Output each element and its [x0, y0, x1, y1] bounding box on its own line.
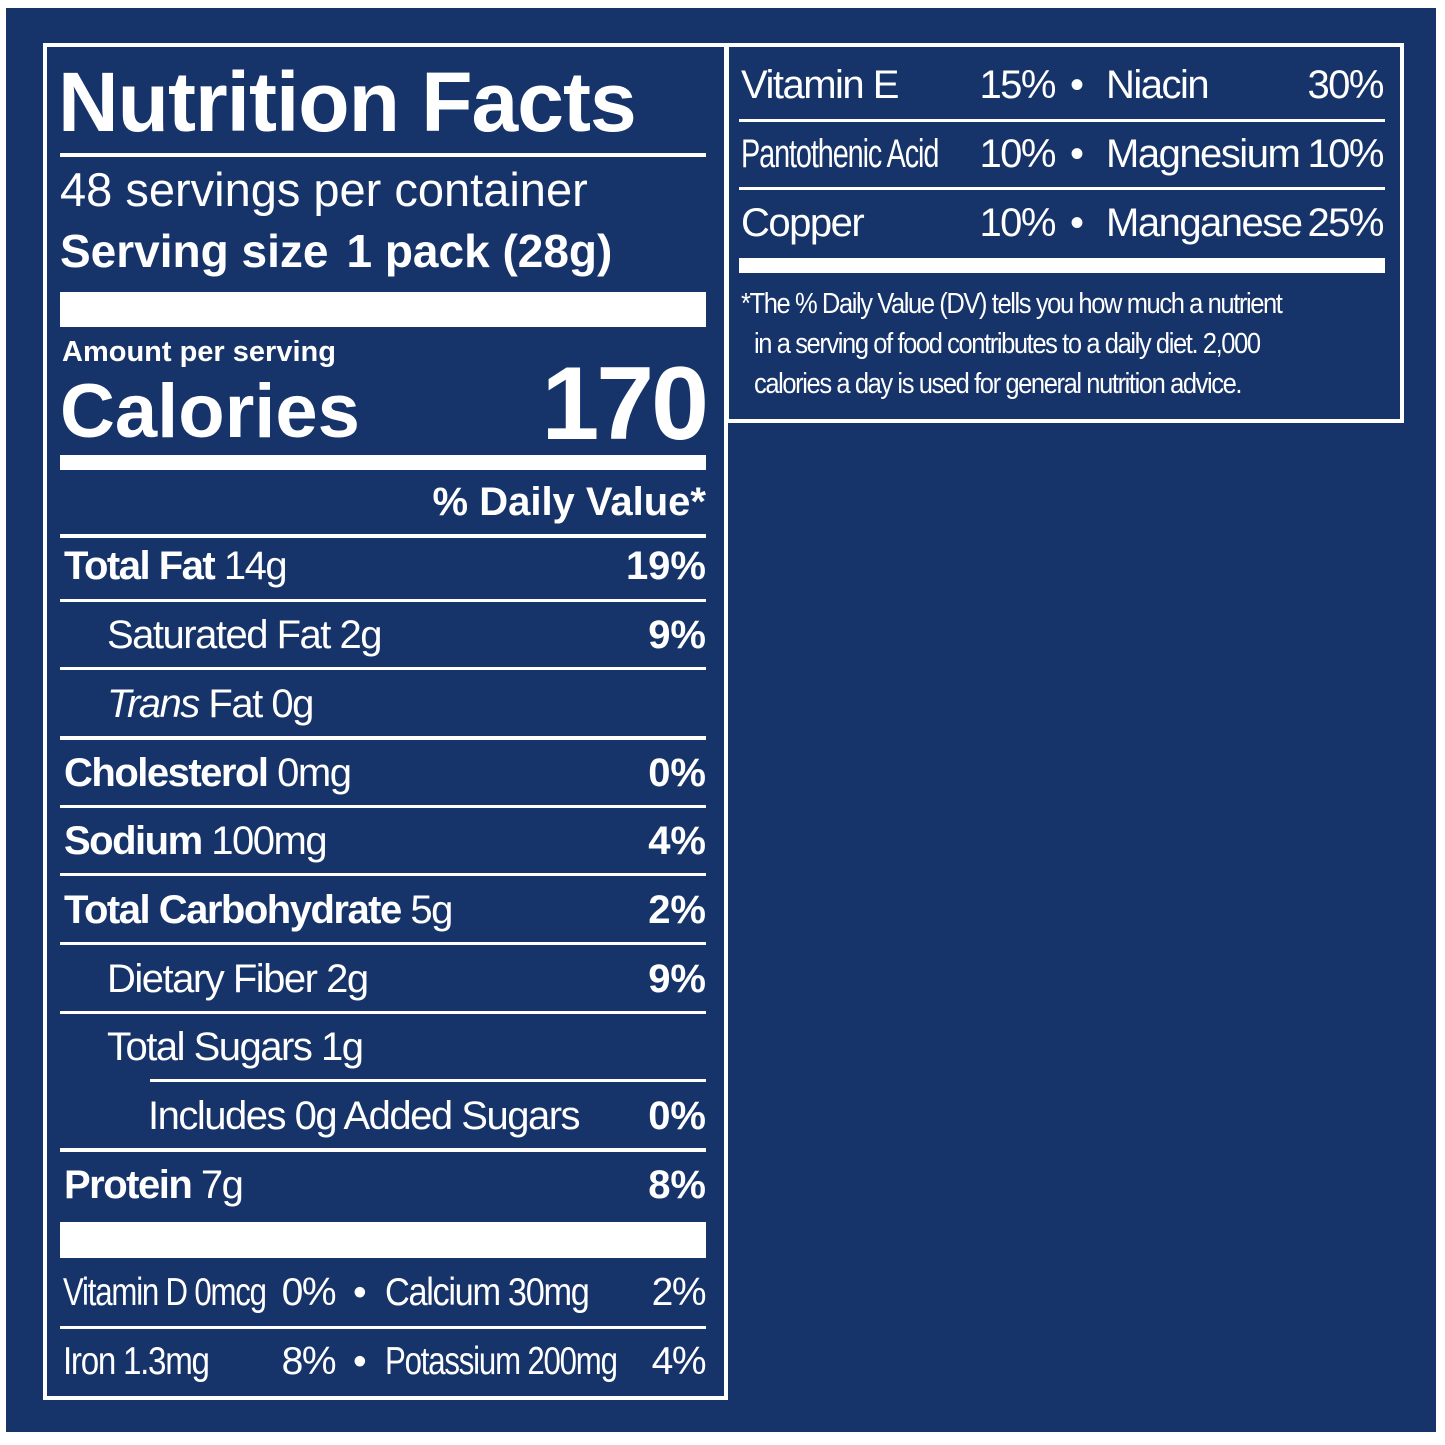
nutrient-dv: 4%	[648, 819, 706, 863]
divider	[60, 942, 706, 945]
nutrient-name: Cholesterol	[64, 751, 269, 795]
nutrient-dv: 0%	[648, 1094, 706, 1138]
mineral-name: Vitamin D 0mcg	[63, 1271, 267, 1314]
nutrient-amount: 1g	[320, 1025, 364, 1069]
servings-per-container: 48 servings per container	[60, 163, 588, 216]
mineral-dv: 4%	[651, 1340, 707, 1383]
nutrient-label: Protein 7g	[64, 1163, 244, 1207]
nutrient-dv: 19%	[625, 544, 706, 588]
divider	[60, 1148, 706, 1152]
nutrient-amount: 0g	[271, 682, 314, 726]
medium-bar	[739, 258, 1385, 273]
mineral-name: Vitamin E	[741, 63, 899, 107]
bullet: •	[1070, 132, 1085, 176]
mineral-name: Iron 1.3mg	[63, 1340, 210, 1383]
mineral-dv: 2%	[651, 1271, 707, 1314]
divider	[60, 736, 706, 740]
nutrient-label: Sodium 100mg	[64, 819, 328, 863]
footnote-line: in a serving of food contributes to a da…	[754, 328, 1261, 360]
bullet: •	[353, 1340, 367, 1383]
nutrient-name: Trans	[107, 682, 200, 726]
footnote-line: calories a day is used for general nutri…	[754, 368, 1243, 400]
nutrient-dv: 8%	[648, 1163, 706, 1207]
nutrient-name: Total Sugars	[107, 1025, 313, 1069]
mineral-name: Manganese	[1106, 201, 1303, 245]
mineral-dv: 25%	[1307, 201, 1384, 245]
divider	[60, 873, 706, 876]
mineral-dv: 10%	[979, 132, 1056, 176]
mineral-dv: 15%	[979, 63, 1056, 107]
divider	[60, 153, 706, 157]
divider	[739, 119, 1385, 122]
divider	[150, 1079, 706, 1082]
medium-bar	[60, 455, 706, 470]
label-background	[6, 8, 1436, 1432]
nutrient-dv: 0%	[648, 751, 706, 795]
footnote-line: *The % Daily Value (DV) tells you how mu…	[741, 288, 1283, 320]
mineral-name: Calcium 30mg	[385, 1271, 590, 1314]
nutrient-name: Protein	[64, 1163, 193, 1207]
nutrient-amount: 2g	[326, 957, 369, 1001]
mineral-name: Potassium 200mg	[385, 1340, 618, 1383]
nutrient-amount: 7g	[200, 1163, 244, 1207]
divider	[60, 805, 706, 808]
vitamins-panel	[725, 43, 1404, 423]
nutrition-facts-panel	[43, 43, 728, 1400]
nutrient-label: Cholesterol 0mg	[64, 751, 352, 795]
nutrient-name: Total Fat	[64, 544, 216, 588]
calories-value: 170	[541, 346, 709, 462]
mineral-name: Niacin	[1106, 63, 1210, 107]
nutrient-amount: 100mg	[211, 819, 327, 863]
nutrient-amount: 14g	[223, 544, 288, 588]
divider	[60, 534, 706, 538]
nutrient-label: Saturated Fat 2g	[107, 613, 383, 657]
nutrient-label: Total Sugars 1g	[107, 1025, 364, 1069]
nutrient-label: Dietary Fiber 2g	[107, 957, 369, 1001]
nutrient-dv: 2%	[648, 888, 706, 932]
nutrient-label: Total Carbohydrate 5g	[64, 888, 453, 932]
divider	[60, 667, 706, 670]
mineral-name: Pantothenic Acid	[741, 132, 939, 176]
divider	[60, 1326, 706, 1329]
nutrient-name: Includes 0g Added Sugars	[148, 1094, 581, 1138]
bullet: •	[1070, 201, 1085, 245]
nutrient-label: Trans Fat 0g	[107, 682, 314, 726]
nutrient-name: Total Carbohydrate	[64, 888, 402, 932]
nutrient-dv: 9%	[648, 613, 706, 657]
thick-bar	[60, 292, 706, 327]
nutrient-amount: 2g	[339, 613, 383, 657]
nutrient-label: Total Fat 14g	[64, 544, 288, 588]
mineral-dv: 10%	[1307, 132, 1384, 176]
mineral-dv: 0%	[281, 1271, 337, 1314]
nutrient-amount: 5g	[410, 888, 453, 932]
serving-size: Serving size 1 pack (28g)	[60, 228, 612, 274]
mineral-name: Magnesium	[1106, 132, 1301, 176]
divider	[739, 187, 1385, 190]
calories-label: Calories	[60, 369, 360, 454]
serving-size-label: Serving size	[60, 225, 329, 277]
thick-bar	[60, 1222, 706, 1258]
bullet: •	[1070, 63, 1085, 107]
title: Nutrition Facts	[58, 55, 637, 149]
nutrient-dv: 9%	[648, 957, 706, 1001]
nutrient-name: Dietary Fiber	[107, 957, 318, 1001]
mineral-dv: 10%	[979, 201, 1056, 245]
divider	[60, 1011, 706, 1014]
amount-per-serving: Amount per serving	[62, 336, 336, 368]
nutrient-name: Sodium	[64, 819, 203, 863]
mineral-dv: 30%	[1307, 63, 1384, 107]
mineral-dv: 8%	[281, 1340, 337, 1383]
nutrient-name-suffix: Fat	[208, 682, 263, 726]
daily-value-header: % Daily Value*	[432, 480, 706, 524]
bullet: •	[353, 1271, 367, 1314]
divider	[60, 599, 706, 602]
nutrient-amount: 0mg	[277, 751, 352, 795]
nutrient-name: Saturated Fat	[107, 613, 331, 657]
serving-size-value: 1 pack (28g)	[346, 225, 613, 277]
mineral-name: Copper	[741, 201, 865, 245]
